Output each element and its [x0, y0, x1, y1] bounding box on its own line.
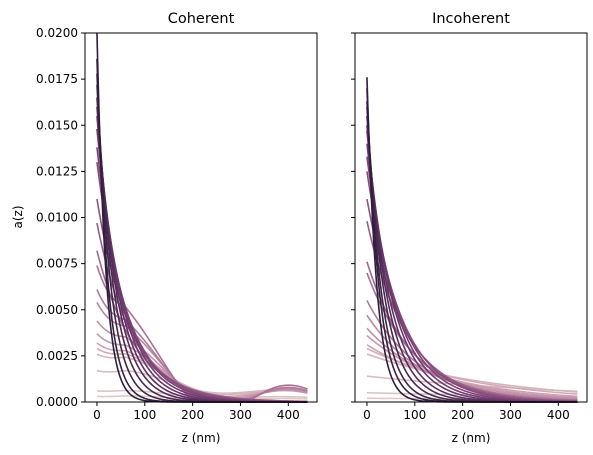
series-line — [96, 162, 308, 403]
x-tick-label: 300 — [499, 408, 522, 422]
y-tick-label: 0.0200 — [36, 26, 78, 40]
y-tick-label: 0.0125 — [36, 164, 78, 178]
x-tick-label: 200 — [451, 408, 474, 422]
x-tick-label: 100 — [133, 408, 156, 422]
x-tick-label: 300 — [229, 408, 252, 422]
series-line — [366, 327, 578, 400]
coherent-ylabel: a(z) — [11, 205, 25, 228]
x-tick-label: 0 — [363, 408, 371, 422]
y-tick-label: 0.0000 — [36, 395, 78, 409]
coherent-ticks: 0 100 200 300 400 0.0000 0.0025 0.0050 0.0075 0.0… — [36, 26, 300, 422]
x-tick-label: 0 — [93, 408, 101, 422]
incoherent-title: Incoherent — [432, 11, 510, 27]
y-tick-label: 0.0100 — [36, 211, 78, 225]
y-tick-label: 0.0050 — [36, 303, 78, 317]
coherent-axes-frame — [84, 32, 318, 403]
coherent-xlabel: z (nm) — [182, 431, 221, 445]
coherent-title: Coherent — [168, 11, 235, 27]
series-line — [96, 147, 308, 403]
series-line — [366, 143, 578, 403]
series-line — [366, 334, 578, 399]
series-line — [366, 115, 578, 403]
series-line — [96, 222, 308, 403]
y-tick-label: 0.0150 — [36, 118, 78, 132]
series-line — [366, 198, 578, 403]
y-tick-label: 0.0025 — [36, 349, 78, 363]
series-line — [366, 125, 578, 403]
incoherent-panel: Incoherent 0 100 200 300 400 z (nm) — [351, 11, 588, 445]
x-tick-label: 400 — [547, 408, 570, 422]
x-tick-label: 400 — [277, 408, 300, 422]
series-line — [96, 128, 308, 403]
x-tick-label: 100 — [403, 408, 426, 422]
incoherent-axes-frame — [354, 32, 588, 403]
coherent-lines — [96, 32, 308, 403]
series-line — [96, 115, 308, 403]
incoherent-xlabel: z (nm) — [452, 431, 491, 445]
incoherent-lines — [366, 77, 578, 403]
y-tick-label: 0.0075 — [36, 257, 78, 271]
x-tick-label: 200 — [181, 408, 204, 422]
series-line — [96, 58, 308, 403]
incoherent-ticks: 0 100 200 300 400 — [351, 32, 570, 422]
series-line — [96, 84, 308, 403]
y-tick-label: 0.0175 — [36, 72, 78, 86]
coherent-panel: Coherent 0 100 200 300 400 0.0000 0.0025 0.0050… — [11, 11, 318, 445]
series-line — [96, 73, 308, 403]
